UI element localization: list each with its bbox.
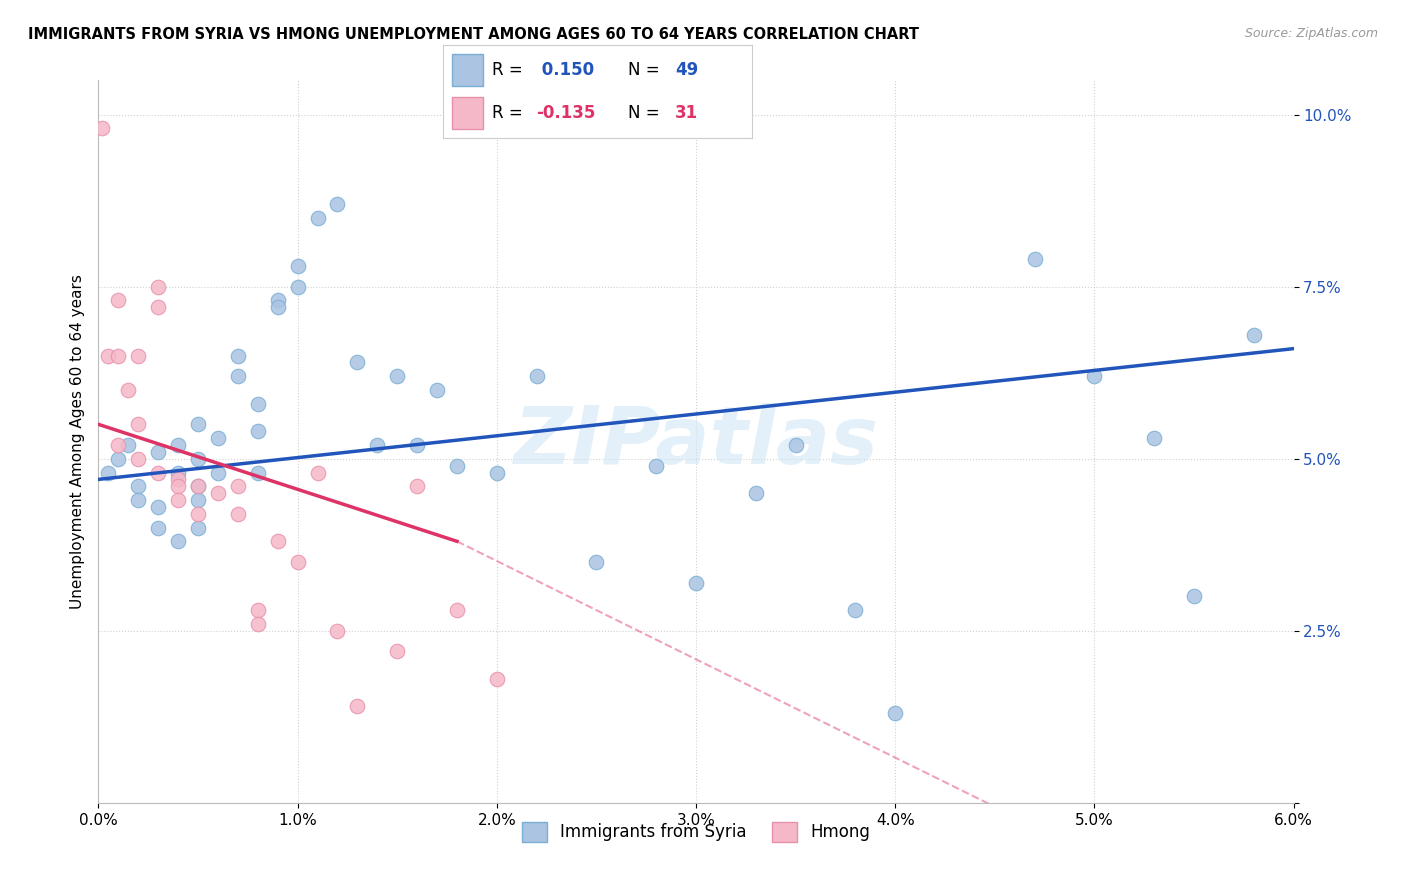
- Point: [187, 451, 209, 466]
- Point: [187, 417, 209, 432]
- Point: [167, 534, 190, 549]
- Point: [307, 466, 329, 480]
- Point: [326, 197, 349, 211]
- Point: [148, 520, 170, 534]
- Point: [526, 369, 548, 384]
- Point: [148, 445, 170, 459]
- Point: [127, 493, 149, 508]
- Point: [366, 438, 388, 452]
- Text: N =: N =: [628, 61, 665, 78]
- Point: [485, 672, 508, 686]
- Point: [207, 431, 229, 445]
- Point: [406, 438, 429, 452]
- Point: [187, 479, 209, 493]
- Point: [446, 458, 468, 473]
- Point: [107, 438, 129, 452]
- Legend: Immigrants from Syria, Hmong: Immigrants from Syria, Hmong: [515, 815, 877, 848]
- Point: [485, 466, 508, 480]
- Point: [844, 603, 866, 617]
- Point: [267, 301, 290, 315]
- Y-axis label: Unemployment Among Ages 60 to 64 years: Unemployment Among Ages 60 to 64 years: [69, 274, 84, 609]
- Point: [148, 279, 170, 293]
- Point: [207, 486, 229, 500]
- Point: [246, 603, 269, 617]
- Point: [187, 507, 209, 521]
- Text: N =: N =: [628, 104, 665, 122]
- Point: [117, 438, 139, 452]
- Point: [426, 383, 449, 397]
- Point: [167, 466, 190, 480]
- Point: [1143, 431, 1166, 445]
- Point: [645, 458, 668, 473]
- Point: [287, 279, 309, 293]
- Point: [226, 507, 249, 521]
- Point: [127, 479, 149, 493]
- Point: [246, 397, 269, 411]
- FancyBboxPatch shape: [453, 54, 484, 86]
- Point: [1243, 327, 1265, 342]
- Point: [884, 706, 907, 721]
- Point: [346, 699, 368, 714]
- Point: [585, 555, 607, 569]
- Point: [267, 293, 290, 308]
- Point: [207, 466, 229, 480]
- Point: [307, 211, 329, 225]
- Point: [107, 349, 129, 363]
- Point: [1182, 590, 1205, 604]
- Point: [97, 349, 120, 363]
- Point: [226, 369, 249, 384]
- Point: [107, 293, 129, 308]
- Point: [127, 417, 149, 432]
- Text: -0.135: -0.135: [536, 104, 595, 122]
- Text: 0.150: 0.150: [536, 61, 593, 78]
- Point: [267, 534, 290, 549]
- Point: [107, 451, 129, 466]
- Point: [167, 438, 190, 452]
- Point: [127, 349, 149, 363]
- Point: [187, 493, 209, 508]
- Point: [385, 644, 409, 658]
- Point: [246, 616, 269, 631]
- FancyBboxPatch shape: [453, 97, 484, 129]
- Point: [148, 466, 170, 480]
- Point: [287, 259, 309, 273]
- Point: [91, 121, 114, 136]
- Text: ZIPatlas: ZIPatlas: [513, 402, 879, 481]
- Point: [346, 355, 368, 369]
- Point: [148, 500, 170, 514]
- Point: [326, 624, 349, 638]
- Point: [187, 520, 209, 534]
- Point: [97, 466, 120, 480]
- Text: 49: 49: [675, 61, 699, 78]
- Point: [167, 479, 190, 493]
- Point: [785, 438, 807, 452]
- Point: [226, 349, 249, 363]
- Point: [406, 479, 429, 493]
- Point: [187, 479, 209, 493]
- Point: [1083, 369, 1105, 384]
- Point: [246, 424, 269, 438]
- Point: [685, 575, 707, 590]
- Text: R =: R =: [492, 61, 529, 78]
- Text: IMMIGRANTS FROM SYRIA VS HMONG UNEMPLOYMENT AMONG AGES 60 TO 64 YEARS CORRELATIO: IMMIGRANTS FROM SYRIA VS HMONG UNEMPLOYM…: [28, 27, 920, 42]
- Point: [1024, 252, 1046, 267]
- Point: [167, 472, 190, 486]
- Point: [287, 555, 309, 569]
- Point: [127, 451, 149, 466]
- Point: [167, 493, 190, 508]
- Point: [446, 603, 468, 617]
- Point: [385, 369, 409, 384]
- Point: [246, 466, 269, 480]
- Text: R =: R =: [492, 104, 529, 122]
- Point: [745, 486, 768, 500]
- Point: [226, 479, 249, 493]
- Point: [117, 383, 139, 397]
- Text: Source: ZipAtlas.com: Source: ZipAtlas.com: [1244, 27, 1378, 40]
- Point: [148, 301, 170, 315]
- Text: 31: 31: [675, 104, 697, 122]
